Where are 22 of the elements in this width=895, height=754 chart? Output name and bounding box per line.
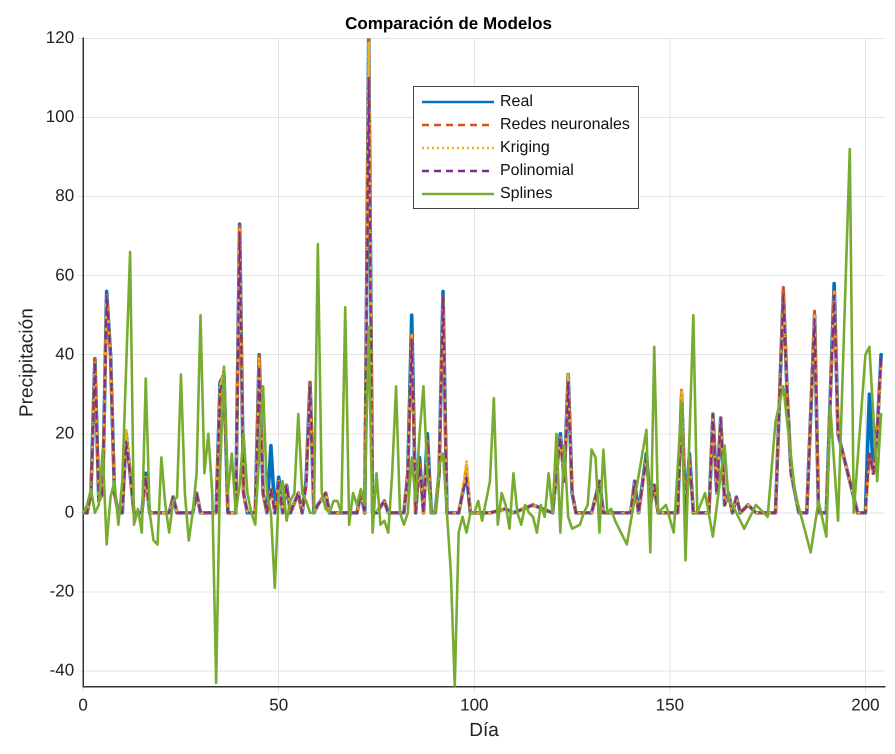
- y-tick-label: 100: [46, 107, 74, 126]
- x-tick-label: 50: [269, 696, 288, 715]
- legend-label: Redes neuronales: [500, 116, 630, 134]
- y-tick-label: 20: [55, 423, 74, 442]
- x-axis-title: Día: [469, 720, 500, 741]
- legend-label: Polinomial: [500, 162, 574, 180]
- y-axis-title: Precipitación: [16, 308, 38, 417]
- y-tick-label: -20: [50, 582, 74, 601]
- x-tick-label: 0: [78, 696, 88, 715]
- y-tick-label: 40: [55, 344, 74, 364]
- x-tick-label: 100: [460, 696, 488, 715]
- y-tick-label: 120: [46, 28, 74, 48]
- legend-label: Real: [500, 92, 533, 110]
- legend-label: Splines: [500, 184, 552, 202]
- x-tick-label: 200: [851, 696, 880, 715]
- y-tick-label: 0: [64, 502, 74, 522]
- y-tick-label: 60: [55, 265, 74, 284]
- legend-label: Kriging: [500, 138, 550, 156]
- y-tick-label: -40: [50, 660, 74, 680]
- chart-title: Comparación de Modelos: [345, 14, 552, 33]
- y-tick-label: 80: [55, 186, 74, 206]
- x-tick-label: 150: [656, 696, 684, 715]
